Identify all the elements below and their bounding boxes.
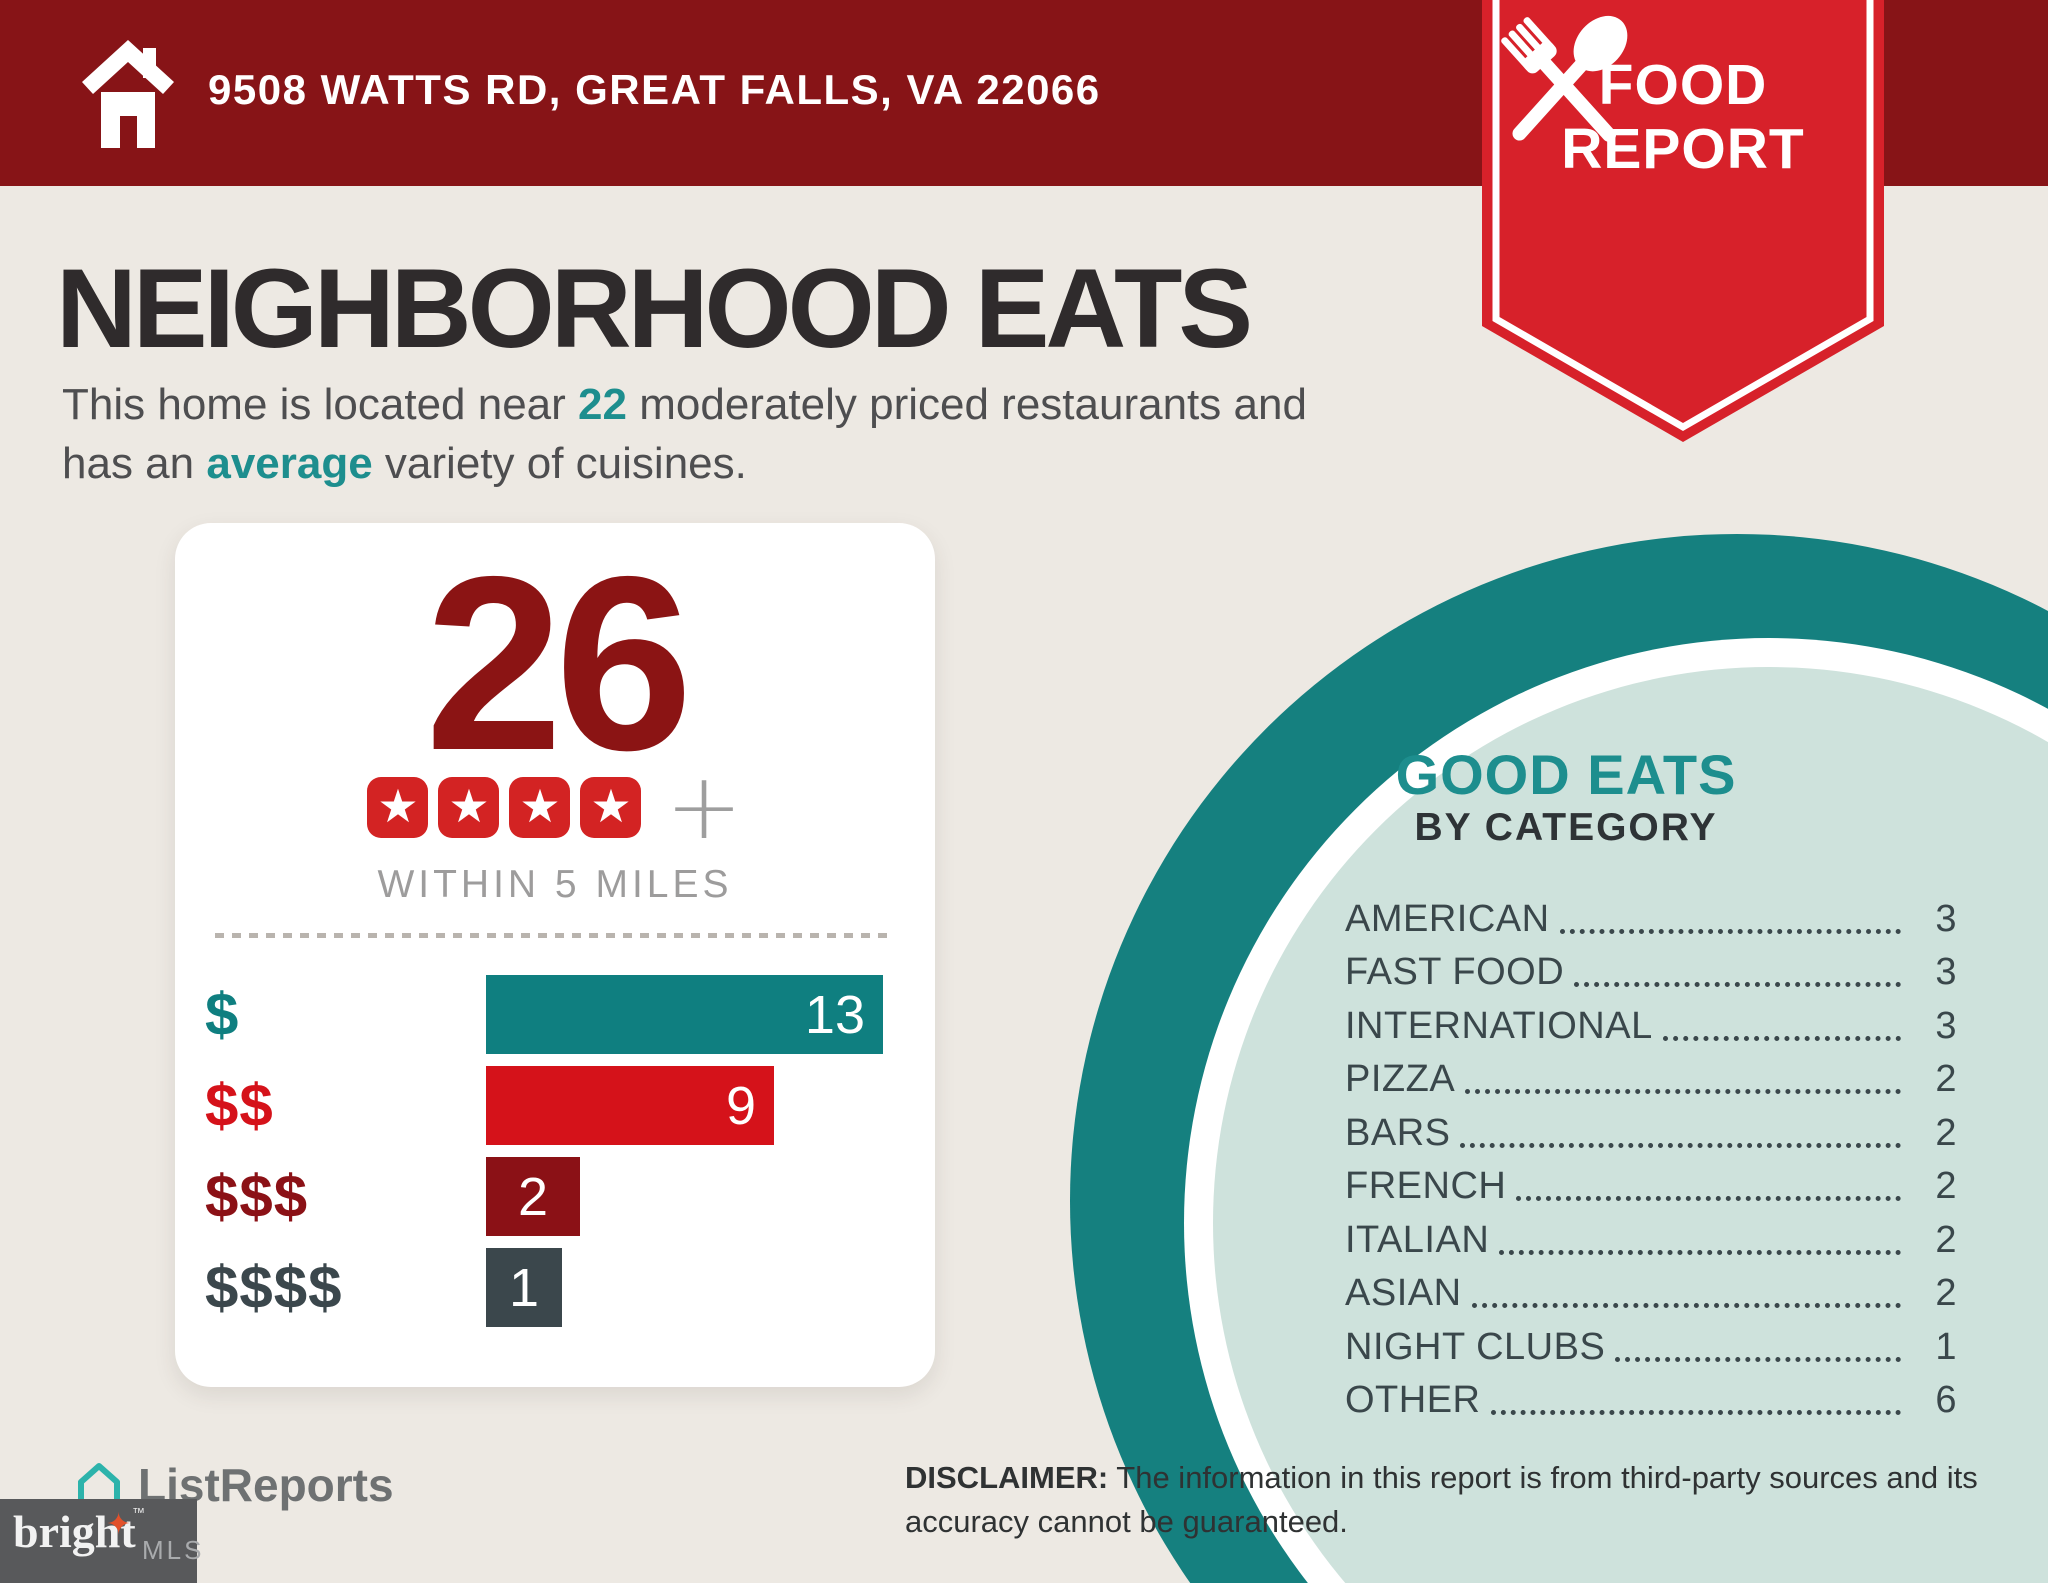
- star-rating: ★ ★ ★ ★ +: [175, 753, 935, 860]
- price-bar: 13: [486, 975, 883, 1054]
- category-row: FAST FOOD 3: [1345, 947, 1957, 1001]
- category-count: 3: [1935, 897, 1957, 940]
- category-label: PIZZA: [1345, 1058, 1456, 1100]
- dotted-leader: [1559, 928, 1901, 934]
- category-row: ITALIAN 2: [1345, 1214, 1957, 1268]
- dashed-divider: [215, 933, 893, 938]
- intro-line1-post: moderately priced restaurants and: [627, 380, 1307, 429]
- good-eats-title: GOOD EATS: [1395, 743, 1737, 806]
- category-label: NIGHT CLUBS: [1345, 1325, 1606, 1368]
- category-count: 2: [1935, 1111, 1957, 1154]
- dotted-leader: [1574, 982, 1901, 987]
- category-count: 2: [1935, 1058, 1957, 1100]
- category-list: AMERICAN 3 FAST FOOD 3 INTERNATIONAL 3 PIZZA 2 B…: [1345, 893, 1957, 1428]
- dotted-leader: [1662, 1035, 1901, 1041]
- bright-wordmark: bright: [13, 1506, 136, 1557]
- dotted-leader: [1615, 1356, 1901, 1362]
- star-icon: ★: [367, 776, 429, 838]
- intro-line2-pre: has an: [62, 438, 207, 488]
- category-label: FRENCH: [1345, 1165, 1507, 1207]
- price-bar: 2: [486, 1157, 580, 1236]
- category-label: BARS: [1345, 1111, 1451, 1154]
- mls-wordmark: MLS: [142, 1535, 205, 1565]
- variety-highlight: average: [206, 438, 373, 488]
- category-row: BARS 2: [1345, 1107, 1957, 1161]
- price-bar-value: 13: [804, 984, 865, 1045]
- category-label: OTHER: [1345, 1379, 1481, 1421]
- star-icon: ★: [580, 776, 642, 838]
- spoon-fork-icon: [1501, 15, 1628, 142]
- category-count: 6: [1935, 1379, 1957, 1421]
- category-row: OTHER 6: [1345, 1375, 1957, 1429]
- dotted-leader: [1460, 1142, 1901, 1148]
- price-bar-value: 9: [725, 1075, 756, 1136]
- category-row: AMERICAN 3: [1345, 893, 1957, 947]
- disclaimer-text: The information in this report is from t…: [905, 1460, 1978, 1540]
- bright-mls-logo: bright ✦ ™ MLS: [0, 1499, 201, 1583]
- intro-text: This home is located near 22 moderately …: [62, 376, 1307, 493]
- category-row: ASIAN 2: [1345, 1268, 1957, 1322]
- bright-star-icon: ✦: [106, 1507, 132, 1542]
- price-bar: 9: [486, 1066, 774, 1145]
- category-count: 3: [1935, 1004, 1957, 1047]
- category-row: NIGHT CLUBS 1: [1345, 1321, 1957, 1375]
- category-row: FRENCH 2: [1345, 1161, 1957, 1215]
- price-level-label: $$$: [205, 1163, 309, 1230]
- intro-line2-post: variety of cuisines.: [372, 438, 747, 488]
- dotted-leader: [1465, 1089, 1901, 1094]
- intro-line1-pre: This home is located near: [62, 380, 579, 429]
- price-level-label: $$: [205, 1072, 274, 1139]
- category-count: 1: [1935, 1325, 1957, 1368]
- dotted-leader: [1471, 1303, 1901, 1308]
- price-row: $$$$ 1: [205, 1248, 915, 1327]
- category-count: 2: [1935, 1272, 1957, 1314]
- price-level-label: $: [205, 981, 240, 1048]
- category-count: 2: [1935, 1218, 1957, 1261]
- price-bars: $13 $$ 9 $$$ 2 $$$$ 1: [205, 975, 915, 1339]
- dotted-leader: [1490, 1410, 1901, 1415]
- disclaimer-label: DISCLAIMER:: [905, 1460, 1109, 1495]
- category-row: INTERNATIONAL 3: [1345, 1000, 1957, 1054]
- good-eats-subtitle: BY CATEGORY: [1414, 806, 1718, 849]
- category-label: FAST FOOD: [1345, 951, 1565, 993]
- house-icon: [82, 40, 174, 148]
- total-restaurant-count: 26: [425, 524, 693, 802]
- bright-trademark: ™: [132, 1505, 145, 1520]
- price-bar-value: 2: [517, 1166, 549, 1227]
- stats-card: 26 ★ ★ ★ ★ + WITHIN 5 MILES $13 $$ 9 $$$ 2 $$$$ 1: [175, 523, 935, 1387]
- dotted-leader: [1516, 1196, 1901, 1201]
- star-icon: ★: [438, 776, 500, 838]
- radius-caption: WITHIN 5 MILES: [377, 863, 733, 906]
- page-title: NEIGHBORHOOD EATS: [56, 246, 1253, 371]
- restaurant-count: 22: [578, 380, 627, 429]
- price-row: $$ 9: [205, 1066, 915, 1145]
- plus-icon: +: [665, 753, 743, 860]
- category-label: ASIAN: [1345, 1272, 1462, 1314]
- ribbon-title-line1: FOOD: [1598, 53, 1768, 117]
- category-label: INTERNATIONAL: [1345, 1004, 1653, 1047]
- price-row: $13: [205, 975, 915, 1054]
- disclaimer: DISCLAIMER: The information in this repo…: [905, 1456, 2015, 1544]
- price-bar-value: 1: [508, 1257, 540, 1318]
- star-icon: ★: [509, 776, 571, 838]
- category-label: AMERICAN: [1345, 897, 1550, 940]
- price-level-label: $$$$: [205, 1254, 343, 1321]
- category-count: 3: [1935, 951, 1957, 993]
- dotted-leader: [1499, 1249, 1901, 1255]
- price-row: $$$ 2: [205, 1157, 915, 1236]
- property-address: 9508 WATTS RD, GREAT FALLS, VA 22066: [208, 66, 1101, 113]
- category-count: 2: [1935, 1165, 1957, 1207]
- category-row: PIZZA 2: [1345, 1054, 1957, 1108]
- count-block: 26 ★ ★ ★ ★ + WITHIN 5 MILES: [175, 523, 935, 907]
- category-label: ITALIAN: [1345, 1218, 1490, 1261]
- food-report-ribbon: FOOD REPORT: [1482, 0, 1884, 450]
- price-bar: 1: [486, 1248, 562, 1327]
